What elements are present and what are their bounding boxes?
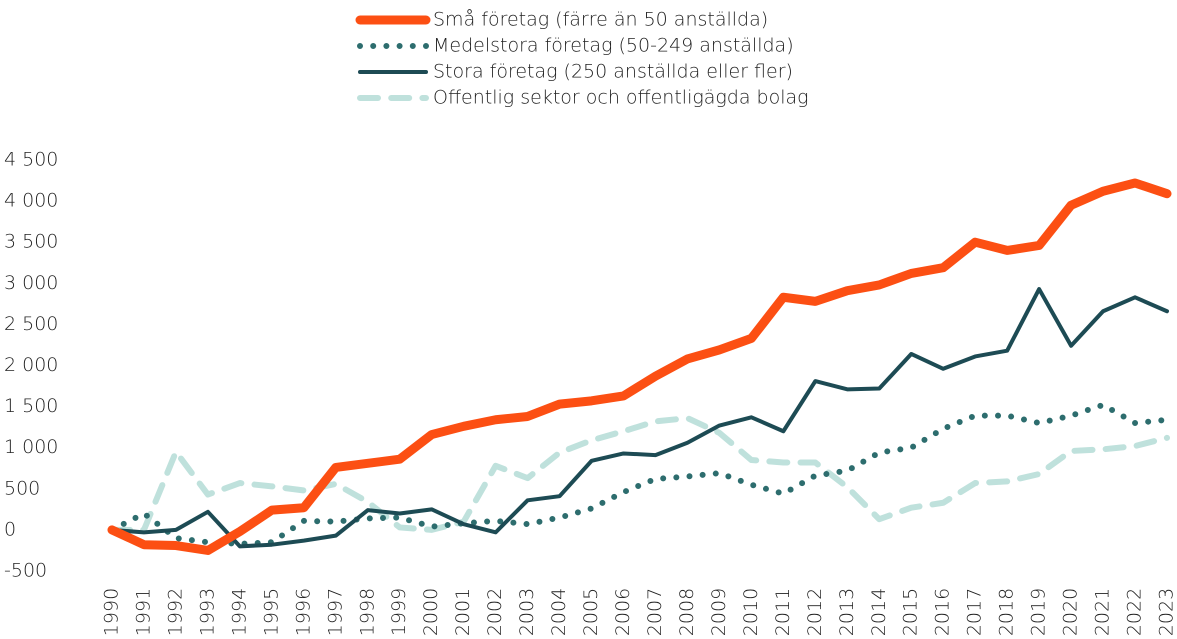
x-tick-label: 2021	[1092, 588, 1114, 636]
x-tick-label: 2006	[612, 588, 634, 636]
legend-label: Små företag (färre än 50 anställda)	[433, 9, 768, 31]
x-tick-label: 1990	[101, 588, 123, 636]
x-tick-label: 1999	[388, 588, 410, 636]
y-tick-label: 1 000	[4, 436, 58, 458]
x-tick-label: 2003	[516, 588, 538, 636]
x-tick-label: 2000	[420, 588, 442, 636]
x-tick-label: 2020	[1060, 588, 1082, 636]
x-tick-label: 2017	[964, 588, 986, 636]
x-tick-label: 1996	[292, 588, 314, 636]
x-tick-label: 2016	[932, 588, 954, 636]
x-tick-label: 2004	[548, 588, 570, 636]
y-tick-label: 4 500	[4, 149, 58, 171]
series-line	[109, 415, 1170, 533]
y-tick-label: 4 000	[4, 190, 58, 212]
x-tick-label: 2009	[708, 588, 730, 636]
series-line	[110, 287, 1169, 549]
x-tick-label: 2007	[644, 588, 666, 636]
x-tick-label: 2008	[676, 588, 698, 636]
x-tick-label: 1995	[260, 588, 282, 636]
x-tick-label: 2010	[740, 588, 762, 636]
y-tick-label: 500	[4, 477, 40, 499]
x-tick-label: 2015	[900, 588, 922, 636]
x-tick-label: 2022	[1124, 588, 1146, 636]
x-tick-label: 2005	[580, 588, 602, 636]
x-tick-label: 2018	[996, 588, 1018, 636]
series-line	[107, 178, 1172, 555]
x-tick-label: 2002	[484, 588, 506, 636]
x-tick-label: 2019	[1028, 588, 1050, 636]
y-tick-label: 0	[4, 518, 16, 540]
legend-label: Medelstora företag (50-249 anställda)	[433, 35, 794, 57]
y-tick-label: 2 500	[4, 313, 58, 335]
x-tick-label: 2023	[1156, 588, 1177, 636]
series-line	[109, 401, 1170, 547]
x-tick-label: 2001	[452, 588, 474, 636]
y-tick-label: 3 500	[4, 231, 58, 253]
x-tick-label: 2013	[836, 588, 858, 636]
x-tick-label: 1998	[356, 588, 378, 636]
x-tick-label: 2012	[804, 588, 826, 636]
x-tick-label: 1991	[132, 588, 154, 636]
x-tick-label: 1994	[228, 588, 250, 636]
y-tick-label: -500	[4, 560, 47, 582]
x-tick-label: 1993	[196, 588, 218, 636]
x-tick-label: 1997	[324, 588, 346, 636]
legend-label: Offentlig sektor och offentligägda bolag	[433, 87, 809, 109]
y-tick-label: 3 000	[4, 272, 58, 294]
x-tick-label: 2011	[772, 588, 794, 636]
x-tick-label: 2014	[868, 588, 890, 636]
y-tick-label: 2 000	[4, 354, 58, 376]
x-tick-label: 1992	[164, 588, 186, 636]
legend-label: Stora företag (250 anställda eller fler)	[433, 61, 793, 83]
y-tick-label: 1 500	[4, 395, 58, 417]
